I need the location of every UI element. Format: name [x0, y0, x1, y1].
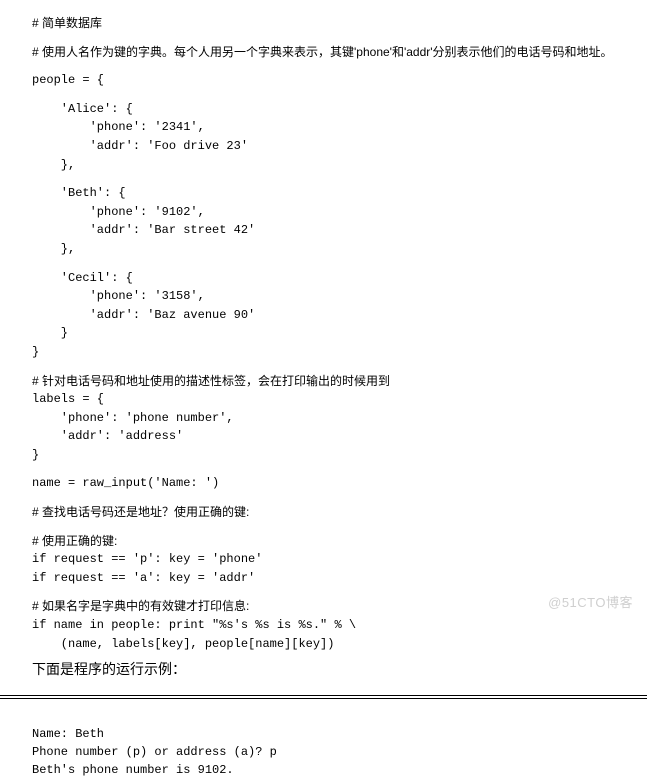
- output-block: Name: Beth Phone number (p) or address (…: [0, 701, 647, 779]
- code-if-p: if request == 'p': key = 'phone': [32, 550, 627, 569]
- output-line-1: Name: Beth: [32, 727, 104, 741]
- code-beth: 'Beth': { 'phone': '9102', 'addr': 'Bar …: [32, 184, 627, 258]
- output-line-2: Phone number (p) or address (a)? p: [32, 745, 277, 759]
- comment-ifname: # 如果名字是字典中的有效键才打印信息:: [32, 597, 627, 616]
- code-people-open: people = {: [32, 71, 627, 90]
- code-print: if name in people: print "%s's %s is %s.…: [32, 616, 627, 653]
- comment-desc: # 使用人名作为键的字典。每个人用另一个字典来表示，其键'phone'和'add…: [32, 43, 627, 62]
- watermark: @51CTO博客: [548, 592, 633, 611]
- code-if-a: if request == 'a': key = 'addr': [32, 569, 627, 588]
- code-name-input: name = raw_input('Name: '): [32, 474, 627, 493]
- code-cecil: 'Cecil': { 'phone': '3158', 'addr': 'Baz…: [32, 269, 627, 362]
- code-alice: 'Alice': { 'phone': '2341', 'addr': 'Foo…: [32, 100, 627, 174]
- comment-lookup: # 查找电话号码还是地址？使用正确的键:: [32, 503, 627, 522]
- divider-bottom: [0, 698, 647, 699]
- output-line-3: Beth's phone number is 9102.: [32, 763, 234, 777]
- comment-labels: # 针对电话号码和地址使用的描述性标签，会在打印输出的时候用到: [32, 372, 627, 391]
- divider-top: [0, 695, 647, 696]
- section-title: 下面是程序的运行示例：: [32, 659, 627, 679]
- comment-title: # 简单数据库: [32, 14, 627, 33]
- code-labels: labels = { 'phone': 'phone number', 'add…: [32, 390, 627, 464]
- comment-usekey: # 使用正确的键:: [32, 532, 627, 551]
